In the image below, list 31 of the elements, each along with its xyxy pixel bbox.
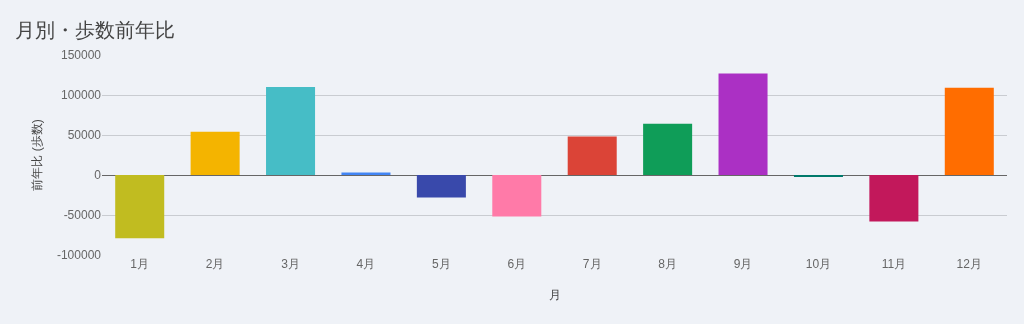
x-tick-label: 5月 xyxy=(432,257,451,271)
x-tick-label: 1月 xyxy=(130,257,150,271)
x-tick-label: 9月 xyxy=(733,257,753,271)
x-tick-label: 6月 xyxy=(507,257,527,271)
bar xyxy=(643,123,693,175)
y-tick-label: 150000 xyxy=(60,48,102,63)
x-tick-label: 4月 xyxy=(356,257,376,271)
bar xyxy=(115,175,165,239)
x-tick-label: 8月 xyxy=(658,257,677,271)
x-tick-label: 12月 xyxy=(956,257,982,271)
x-axis-title: 月 xyxy=(548,287,561,302)
bar xyxy=(492,175,542,217)
y-tick-label: 50000 xyxy=(67,128,102,143)
bar xyxy=(567,136,617,175)
x-tick-label: 2月 xyxy=(205,257,225,271)
bar xyxy=(266,87,316,175)
y-tick-label: -100000 xyxy=(56,248,102,263)
x-tick-label: 11月 xyxy=(881,257,907,271)
y-tick-label: -50000 xyxy=(63,208,102,223)
x-tick-label: 7月 xyxy=(582,257,602,271)
x-tick-label: 3月 xyxy=(281,257,300,271)
y-axis-title: 前年比 (歩数) xyxy=(30,119,45,191)
bar xyxy=(718,73,768,175)
x-tick-label: 10月 xyxy=(805,257,832,271)
bar xyxy=(190,131,240,175)
bar xyxy=(944,87,994,175)
bar xyxy=(416,175,466,198)
bar xyxy=(869,175,919,222)
y-tick-label: 0 xyxy=(94,168,102,183)
chart-title: 月別・歩数前年比 xyxy=(15,18,176,41)
y-tick-label: 100000 xyxy=(60,88,102,103)
